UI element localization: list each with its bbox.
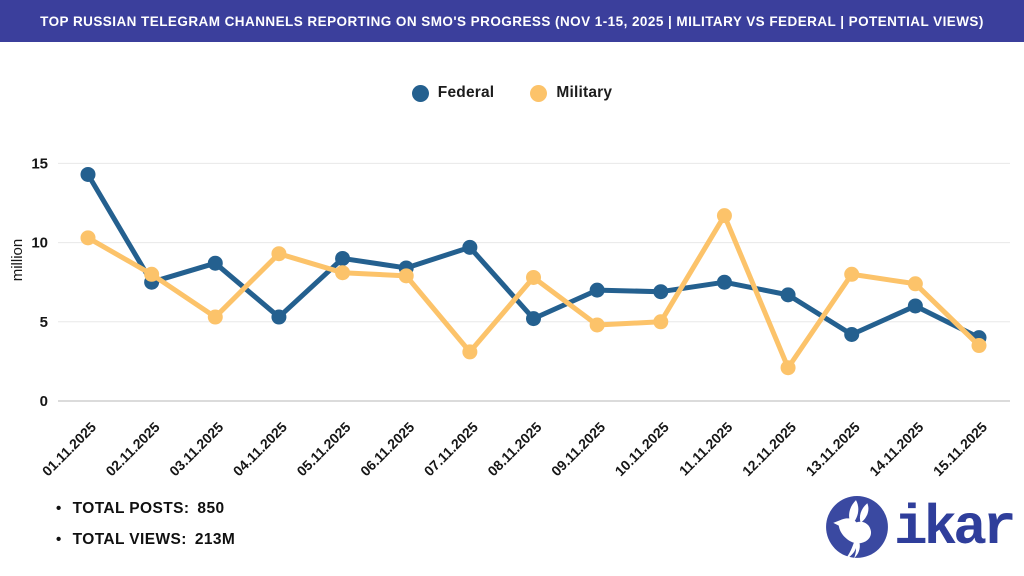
- stat-value: 213M: [194, 531, 236, 548]
- page-title: TOP RUSSIAN TELEGRAM CHANNELS REPORTING …: [40, 13, 984, 29]
- line-chart: 0 5 10 15 million 01.11.2025 02.11.2025 03.11.2…: [9, 155, 1010, 479]
- x-tick-label: 14.11.2025: [866, 419, 926, 479]
- x-tick-label: 12.11.2025: [739, 419, 799, 479]
- data-point-federal: [462, 239, 478, 255]
- stat-row: • TOTAL VIEWS: 213M: [56, 531, 235, 549]
- y-tick-label: 10: [31, 235, 48, 252]
- legend-label: Military: [556, 84, 613, 101]
- x-tick-label: 01.11.2025: [39, 419, 99, 479]
- data-point-federal: [207, 255, 223, 271]
- chart-legend: Federal Military: [0, 80, 1024, 106]
- data-point-military: [80, 230, 96, 246]
- data-point-military: [398, 268, 414, 284]
- title-banner: TOP RUSSIAN TELEGRAM CHANNELS REPORTING …: [0, 0, 1024, 42]
- x-tick-label: 10.11.2025: [612, 419, 672, 479]
- stat-value: 850: [197, 500, 225, 517]
- data-point-federal: [653, 284, 669, 300]
- data-point-federal: [780, 287, 796, 303]
- x-tick-label: 06.11.2025: [357, 419, 417, 479]
- y-tick-label: 5: [40, 314, 48, 331]
- data-point-federal: [844, 326, 860, 342]
- data-point-military: [844, 266, 860, 282]
- legend-dot-icon: [411, 84, 429, 102]
- x-tick-label: 02.11.2025: [102, 419, 162, 479]
- data-point-military: [653, 314, 669, 330]
- y-axis-label: million: [9, 239, 26, 282]
- data-point-military: [907, 276, 923, 292]
- stat-row: • TOTAL POSTS: 850: [56, 500, 235, 518]
- legend-label: Federal: [437, 84, 495, 101]
- x-tick-label: 15.11.2025: [930, 419, 990, 479]
- series-line-military: [85, 213, 982, 371]
- x-tick-label: 11.11.2025: [676, 419, 736, 479]
- legend-item-federal: Federal: [411, 84, 495, 102]
- legend-item-military: Military: [530, 84, 612, 102]
- data-point-military: [462, 344, 478, 360]
- y-tick-label: 15: [31, 155, 48, 172]
- y-tick-label: 0: [40, 393, 48, 410]
- x-tick-label: 04.11.2025: [230, 419, 290, 479]
- data-point-military: [971, 338, 987, 354]
- data-point-military: [526, 269, 542, 285]
- data-point-federal: [907, 298, 923, 314]
- x-tick-label: 08.11.2025: [484, 419, 544, 479]
- data-point-federal: [271, 309, 287, 325]
- bullet-icon: •: [56, 531, 62, 548]
- data-point-federal: [589, 282, 605, 298]
- x-tick-label: 13.11.2025: [803, 419, 863, 479]
- stat-label: TOTAL VIEWS:: [72, 531, 187, 548]
- bullet-icon: •: [56, 500, 62, 517]
- stat-label: TOTAL POSTS:: [72, 500, 190, 517]
- data-point-federal: [716, 274, 732, 290]
- legend-dot-icon: [530, 84, 548, 102]
- data-point-military: [716, 208, 732, 224]
- data-point-military: [335, 265, 351, 281]
- data-point-federal: [526, 311, 542, 327]
- data-point-military: [780, 360, 796, 376]
- data-point-military: [589, 317, 605, 333]
- data-point-military: [144, 266, 160, 282]
- dove-icon: [826, 496, 888, 560]
- data-point-military: [271, 246, 287, 262]
- x-tick-label: 09.11.2025: [548, 419, 608, 479]
- x-tick-label: 03.11.2025: [166, 419, 226, 479]
- data-point-federal: [335, 250, 351, 266]
- data-point-federal: [80, 166, 96, 182]
- totals-list: • TOTAL POSTS: 850 • TOTAL VIEWS: 213M: [56, 500, 235, 562]
- data-point-military: [207, 309, 223, 325]
- logo: ikar: [824, 495, 1016, 561]
- x-tick-label: 07.11.2025: [421, 419, 481, 479]
- logo-text: ikar: [894, 496, 1016, 560]
- x-tick-label: 05.11.2025: [293, 419, 353, 479]
